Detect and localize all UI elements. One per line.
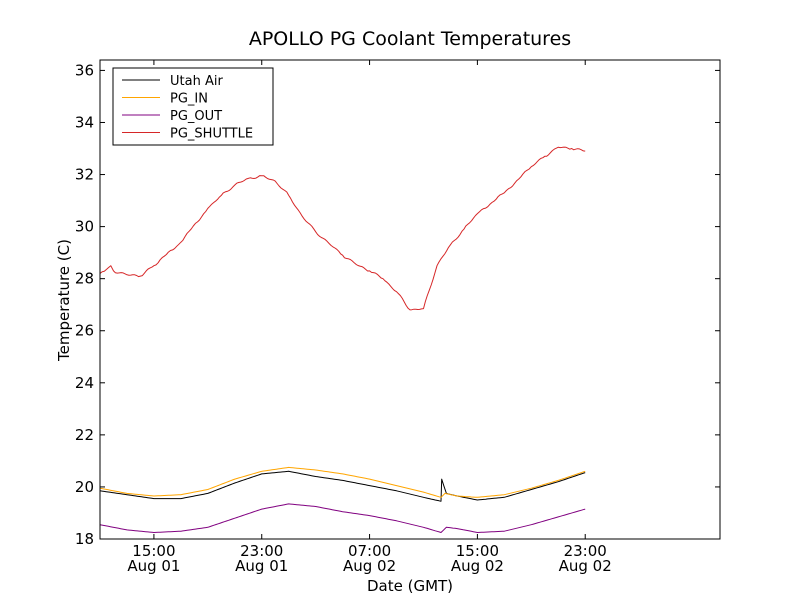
series-line-pg-shuttle xyxy=(99,146,586,311)
x-tick-label-date: Aug 02 xyxy=(343,557,396,575)
x-axis-label: Date (GMT) xyxy=(367,577,453,595)
y-tick-label: 20 xyxy=(75,478,94,496)
legend-entry: PG_OUT xyxy=(170,109,222,124)
x-tick-label-time: 15:00 xyxy=(456,542,499,560)
series-line-pg-in xyxy=(99,466,586,498)
y-tick-label: 22 xyxy=(75,426,94,444)
y-tick-label: 28 xyxy=(75,270,94,288)
y-tick-label: 30 xyxy=(75,218,94,236)
y-tick-label: 18 xyxy=(75,530,94,548)
x-tick-label-date: Aug 02 xyxy=(451,557,504,575)
legend-entry: Utah Air xyxy=(170,74,223,89)
legend-entry: PG_SHUTTLE xyxy=(170,127,253,142)
y-tick-label: 34 xyxy=(75,113,94,131)
y-tick-label: 26 xyxy=(75,322,94,340)
legend: Utah Air PG_IN PG_OUT PG_SHUTTLE xyxy=(112,67,274,146)
y-tick-label: 24 xyxy=(75,374,94,392)
x-tick-label-date: Aug 01 xyxy=(235,557,288,575)
x-tick-label-time: 23:00 xyxy=(564,542,607,560)
x-tick-label-date: Aug 02 xyxy=(559,557,612,575)
series-line-utah-air xyxy=(99,470,586,502)
series-line-pg-out xyxy=(99,503,586,533)
plot-frame xyxy=(99,59,721,540)
x-tick-label-time: 15:00 xyxy=(132,542,175,560)
y-axis-label: Temperature (C) xyxy=(55,239,73,362)
y-tick-label: 32 xyxy=(75,166,94,184)
chart-title: APOLLO PG Coolant Temperatures xyxy=(249,28,571,50)
y-tick-label: 36 xyxy=(75,61,94,79)
x-tick-label-time: 23:00 xyxy=(240,542,283,560)
series-layer xyxy=(99,146,586,533)
x-tick-label-date: Aug 01 xyxy=(127,557,180,575)
legend-entry: PG_IN xyxy=(170,92,208,107)
x-tick-label-time: 07:00 xyxy=(348,542,391,560)
